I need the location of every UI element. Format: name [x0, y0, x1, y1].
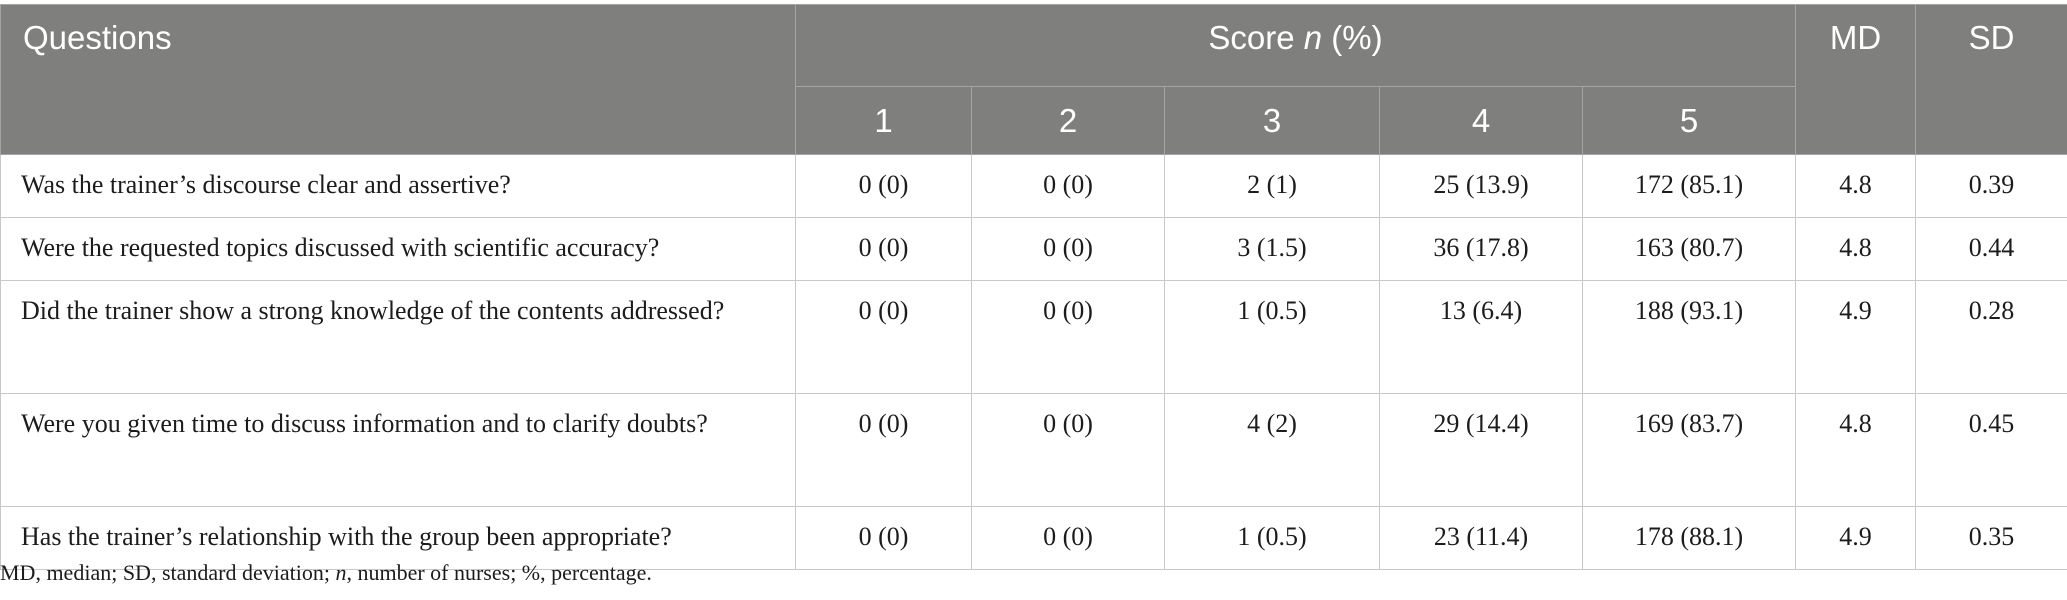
score-cell-1: 0 (0)	[795, 393, 972, 507]
score-cell-5: 178 (88.1)	[1582, 506, 1796, 570]
score-col-header-3: 3	[1164, 86, 1380, 155]
score-cell-4: 13 (6.4)	[1379, 280, 1583, 394]
score-cell-5: 172 (85.1)	[1582, 154, 1796, 218]
table-row: Were you given time to discuss informati…	[0, 393, 2067, 507]
score-cell-2: 0 (0)	[971, 280, 1165, 394]
score-cell-5: 169 (83.7)	[1582, 393, 1796, 507]
score-cell-4: 36 (17.8)	[1379, 217, 1583, 281]
questions-header: Questions	[0, 4, 796, 155]
score-cell-3: 4 (2)	[1164, 393, 1380, 507]
results-table-container: Questions Score n (%) MD SD 1 2 3 4 5 Wa…	[0, 4, 2067, 570]
question-cell: Was the trainer’s discourse clear and as…	[0, 154, 796, 218]
question-cell: Were the requested topics discussed with…	[0, 217, 796, 281]
table-header: Questions Score n (%) MD SD 1 2 3 4 5	[0, 4, 2067, 155]
score-col-header-5: 5	[1582, 86, 1796, 155]
score-cell-3: 1 (0.5)	[1164, 280, 1380, 394]
score-cell-4: 25 (13.9)	[1379, 154, 1583, 218]
sd-cell: 0.28	[1915, 280, 2067, 394]
sd-cell: 0.39	[1915, 154, 2067, 218]
question-cell: Has the trainer’s relationship with the …	[0, 506, 796, 570]
score-col-header-1: 1	[795, 86, 972, 155]
table-footnote: MD, median; SD, standard deviation; n, n…	[0, 560, 652, 585]
score-cell-4: 23 (11.4)	[1379, 506, 1583, 570]
score-cell-4: 29 (14.4)	[1379, 393, 1583, 507]
md-cell: 4.8	[1795, 393, 1916, 507]
table-row: Has the trainer’s relationship with the …	[0, 506, 2067, 570]
table-row: Was the trainer’s discourse clear and as…	[0, 154, 2067, 218]
table-body: Was the trainer’s discourse clear and as…	[0, 154, 2067, 570]
question-cell: Were you given time to discuss informati…	[0, 393, 796, 507]
score-col-header-4: 4	[1379, 86, 1583, 155]
table-row: Were the requested topics discussed with…	[0, 217, 2067, 281]
sd-cell: 0.44	[1915, 217, 2067, 281]
sd-cell: 0.35	[1915, 506, 2067, 570]
score-cell-1: 0 (0)	[795, 217, 972, 281]
md-cell: 4.8	[1795, 154, 1916, 218]
sd-header: SD	[1915, 4, 2067, 155]
header-row-top: Questions Score n (%) MD SD	[0, 4, 2067, 155]
score-cell-2: 0 (0)	[971, 393, 1165, 507]
score-header: Score n (%)	[795, 4, 1796, 87]
score-cell-2: 0 (0)	[971, 506, 1165, 570]
score-cell-3: 1 (0.5)	[1164, 506, 1380, 570]
question-cell: Did the trainer show a strong knowledge …	[0, 280, 796, 394]
table-row: Did the trainer show a strong knowledge …	[0, 280, 2067, 394]
md-cell: 4.8	[1795, 217, 1916, 281]
score-cell-1: 0 (0)	[795, 506, 972, 570]
score-cell-5: 163 (80.7)	[1582, 217, 1796, 281]
md-cell: 4.9	[1795, 280, 1916, 394]
results-table: Questions Score n (%) MD SD 1 2 3 4 5 Wa…	[0, 4, 2067, 570]
score-cell-2: 0 (0)	[971, 154, 1165, 218]
score-cell-2: 0 (0)	[971, 217, 1165, 281]
md-header: MD	[1795, 4, 1916, 155]
score-cell-3: 2 (1)	[1164, 154, 1380, 218]
score-cell-1: 0 (0)	[795, 154, 972, 218]
md-cell: 4.9	[1795, 506, 1916, 570]
score-cell-1: 0 (0)	[795, 280, 972, 394]
score-cell-5: 188 (93.1)	[1582, 280, 1796, 394]
header-row-sub: 1 2 3 4 5	[1, 86, 2067, 155]
score-col-header-2: 2	[971, 86, 1165, 155]
sd-cell: 0.45	[1915, 393, 2067, 507]
score-cell-3: 3 (1.5)	[1164, 217, 1380, 281]
